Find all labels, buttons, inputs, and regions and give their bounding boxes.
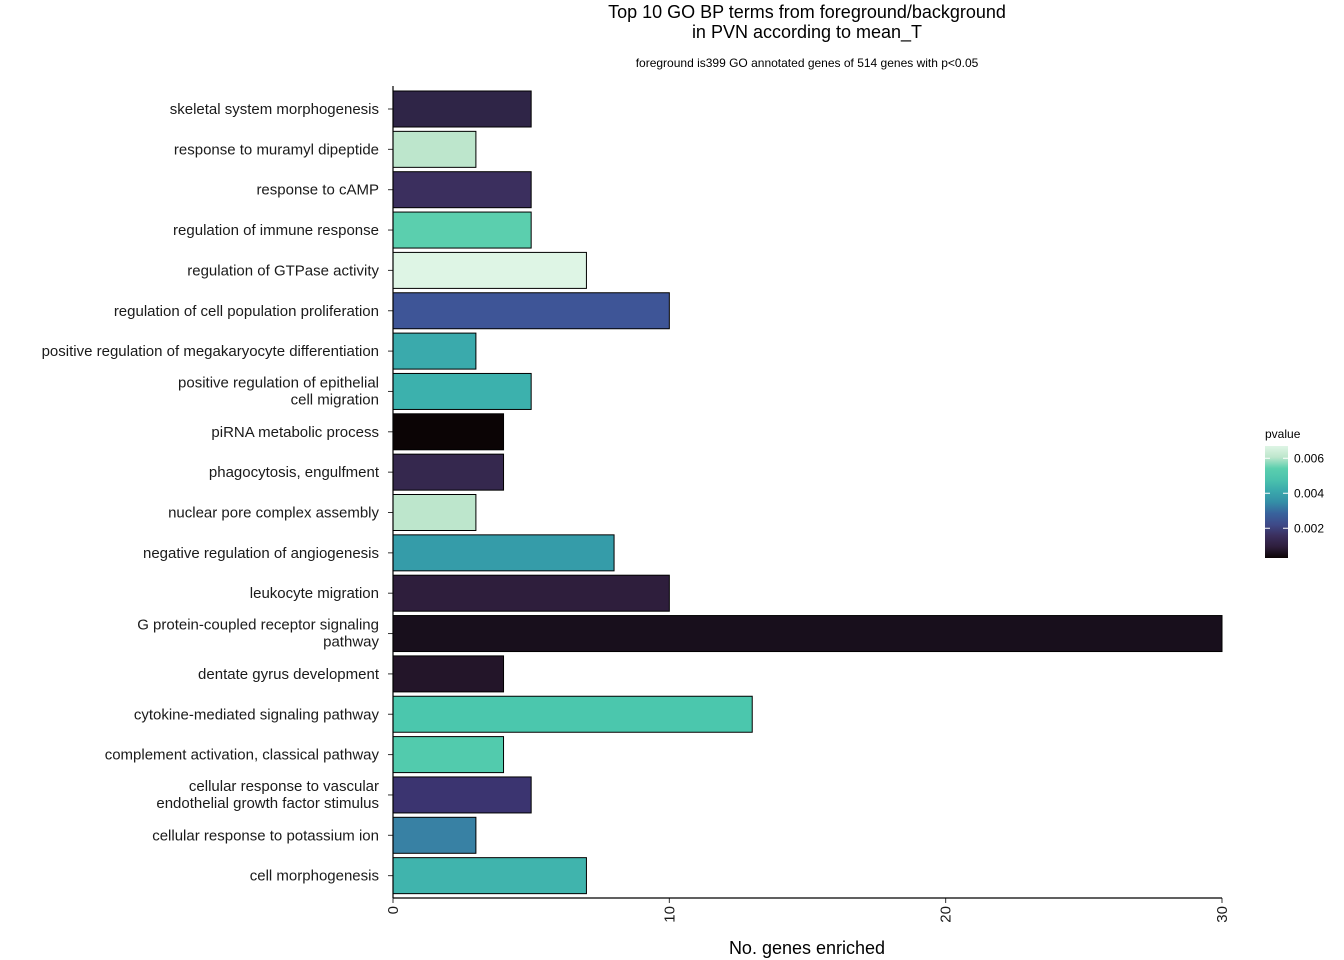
y-tick-label: regulation of GTPase activity [187, 262, 379, 279]
bar [392, 776, 532, 814]
bar [392, 453, 505, 491]
bar [392, 534, 615, 572]
x-tick-label: 30 [1214, 906, 1231, 923]
y-tick-label: G protein-coupled receptor signaling path… [137, 617, 379, 651]
y-tick-label: positive regulation of megakaryocyte dif… [42, 343, 379, 360]
chart-title: Top 10 GO BP terms from foreground/backg… [608, 2, 1006, 22]
legend-tick-label: 0.006 [1294, 451, 1324, 465]
bar [392, 332, 477, 370]
bar [392, 372, 532, 410]
bar [392, 90, 532, 128]
bar [392, 574, 670, 612]
bars-group [392, 90, 1223, 895]
x-axis: 0 10 20 30 [385, 898, 1231, 923]
bar [392, 655, 505, 693]
y-tick-label-line: pathway [323, 634, 379, 651]
y-tick-label-line: cellular response to vascular [189, 778, 379, 795]
bar [392, 695, 753, 733]
y-tick-label: response to muramyl dipeptide [174, 141, 379, 158]
y-tick-label: cellular response to potassium ion [152, 827, 379, 844]
bar [392, 736, 505, 774]
legend-colorbar [1265, 446, 1288, 558]
y-tick-label: skeletal system morphogenesis [170, 101, 379, 118]
y-tick-label: leukocyte migration [250, 585, 379, 602]
chart-subtitle: foreground is399 GO annotated genes of 5… [636, 56, 979, 70]
legend-title: pvalue [1265, 427, 1301, 441]
bar [392, 816, 477, 854]
y-tick-label: cytokine-mediated signaling pathway [134, 706, 380, 723]
x-axis-label: No. genes enriched [729, 938, 885, 958]
x-tick-label: 10 [661, 906, 678, 923]
y-tick-label: piRNA metabolic process [211, 424, 379, 441]
x-tick-label: 0 [385, 906, 402, 914]
legend-tick-label: 0.002 [1294, 521, 1324, 535]
y-tick-label: regulation of cell population proliferat… [114, 303, 379, 320]
y-tick-label: cellular response to vascular endothelial… [156, 778, 379, 812]
bar [392, 494, 477, 531]
y-tick-label: negative regulation of angiogenesis [143, 545, 379, 562]
y-tick-label-line: positive regulation of epithelial [178, 374, 379, 391]
bar [392, 615, 1223, 653]
y-tick-label: positive regulation of epithelial cell mi… [178, 374, 379, 408]
y-axis-labels: skeletal system morphogenesis response to… [42, 101, 393, 885]
bar [392, 251, 587, 289]
bar [392, 130, 477, 168]
chart-title-line-2: in PVN according to mean_T [692, 22, 922, 43]
y-tick-label-line: cell migration [291, 391, 379, 408]
x-tick-label: 20 [938, 906, 955, 923]
legend-tick-label: 0.004 [1294, 486, 1324, 500]
y-tick-label: cell morphogenesis [250, 868, 379, 885]
bar [392, 171, 532, 209]
y-tick-label: complement activation, classical pathway [105, 747, 380, 764]
y-tick-label: nuclear pore complex assembly [168, 505, 379, 522]
y-tick-label: response to cAMP [256, 182, 379, 199]
bar [392, 211, 532, 249]
bar [392, 292, 670, 330]
y-tick-label-line: endothelial growth factor stimulus [156, 795, 379, 812]
color-legend: pvalue 0.006 0.004 0.002 [1265, 427, 1324, 558]
y-tick-label: phagocytosis, engulfment [209, 464, 380, 481]
bar [392, 413, 505, 451]
y-tick-label: dentate gyrus development [198, 666, 380, 683]
bar [392, 857, 587, 895]
y-tick-label: regulation of immune response [173, 222, 379, 239]
legend-ticks: 0.006 0.004 0.002 [1265, 451, 1324, 535]
y-tick-label-line: G protein-coupled receptor signaling [137, 617, 379, 634]
